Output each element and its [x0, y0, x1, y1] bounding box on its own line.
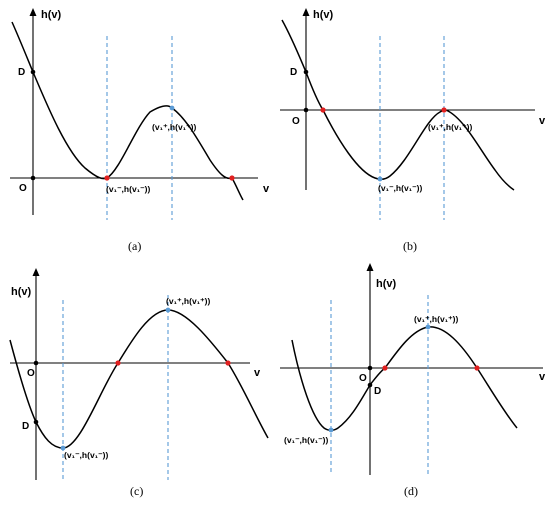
x-axis-label: v — [254, 367, 261, 379]
d-label: D — [18, 67, 25, 78]
y-axis-arrow — [302, 8, 310, 16]
curve — [281, 19, 515, 191]
max-label: (v₁⁺,h(v₁⁺)) — [152, 122, 197, 132]
x-axis-label: v — [539, 115, 546, 127]
caption-b: (b) — [403, 239, 417, 253]
origin-label: O — [19, 183, 27, 194]
d-point — [33, 419, 39, 425]
origin-point — [303, 107, 309, 113]
y-axis-arrow — [29, 8, 37, 16]
min-point — [328, 427, 334, 433]
d-label: D — [290, 67, 297, 78]
min-point — [377, 176, 383, 182]
y-axis-label: h(v) — [313, 9, 334, 21]
min-label: (v₁⁻,h(v₁⁻)) — [284, 435, 329, 445]
panel-a: h(v) v O D (v₁⁺,h(v₁⁺)) (v₁⁻,h(v₁⁻)) (a) — [10, 8, 270, 253]
curve — [11, 21, 244, 201]
origin-point — [33, 360, 39, 366]
root-point — [229, 175, 235, 181]
panel-b: h(v) v O D (v₁⁺,h(v₁⁺)) (v₁⁻,h(v₁⁻)) (b) — [280, 8, 546, 253]
caption-c: (c) — [130, 484, 143, 498]
d-point — [30, 69, 36, 75]
origin-label: O — [359, 373, 367, 384]
min-label: (v₁⁻,h(v₁⁻)) — [64, 450, 109, 460]
max-point — [165, 307, 171, 313]
min-point — [60, 445, 66, 451]
curve — [291, 326, 518, 431]
origin-label: O — [27, 368, 35, 379]
y-axis-label: h(v) — [376, 278, 397, 290]
min-label: (v₁⁻,h(v₁⁻)) — [106, 184, 151, 194]
root-point — [320, 107, 326, 113]
root-point — [382, 365, 388, 371]
curve — [9, 309, 269, 449]
panel-d: h(v) v O D (v₁⁺,h(v₁⁺)) (v₁⁻,h(v₁⁻)) (d) — [280, 263, 546, 498]
y-axis-label: h(v) — [11, 286, 32, 298]
caption-a: (a) — [128, 239, 141, 253]
x-axis-label: v — [539, 371, 546, 383]
root-point — [225, 360, 231, 366]
root-point — [474, 365, 480, 371]
x-axis-label: v — [263, 183, 270, 195]
y-axis-arrow — [366, 263, 374, 271]
y-axis-arrow — [32, 268, 40, 276]
max-label: (v₁⁺,h(v₁⁺)) — [166, 296, 211, 306]
d-point — [303, 69, 309, 75]
min-label: (v₁⁻,h(v₁⁻)) — [378, 183, 423, 193]
y-axis-label: h(v) — [41, 9, 62, 21]
origin-point — [30, 175, 36, 181]
max-label: (v₁⁺,h(v₁⁺)) — [428, 122, 473, 132]
d-label: D — [22, 421, 29, 432]
d-point — [367, 382, 373, 388]
root-point — [115, 360, 121, 366]
root-point — [441, 107, 447, 113]
origin-point — [367, 365, 373, 371]
origin-label: O — [292, 116, 300, 127]
d-label: D — [374, 386, 381, 397]
root-point — [104, 175, 110, 181]
caption-d: (d) — [404, 484, 418, 498]
max-point — [169, 105, 175, 111]
max-label: (v₁⁺,h(v₁⁺)) — [414, 314, 459, 324]
max-point — [425, 324, 431, 330]
panel-c: h(v) v O D (v₁⁺,h(v₁⁺)) (v₁⁻,h(v₁⁻)) (c) — [9, 268, 269, 498]
